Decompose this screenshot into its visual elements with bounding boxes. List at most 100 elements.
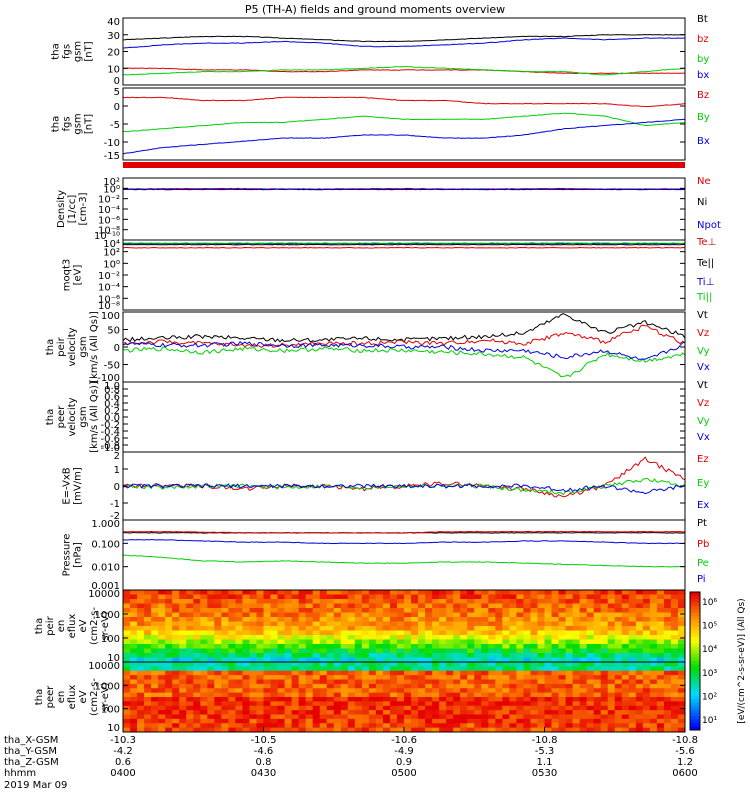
spectrogram-cell xyxy=(565,692,574,698)
spectrogram-cell xyxy=(411,630,419,636)
spectrogram-cell xyxy=(326,670,335,676)
spectrogram-cell xyxy=(488,666,496,672)
spectrogram-cell xyxy=(530,666,538,672)
spectrogram-cell xyxy=(123,666,131,672)
legend-label: By xyxy=(697,112,710,123)
colorbar-cell xyxy=(690,616,700,621)
spectrogram-cell xyxy=(663,612,672,618)
spectrogram-cell xyxy=(488,675,496,680)
spectrogram-cell xyxy=(354,675,363,680)
spectrogram-cell xyxy=(144,603,152,609)
spectrogram-cell xyxy=(488,723,496,729)
spectrogram-cell xyxy=(242,626,250,631)
spectrogram-cell xyxy=(558,718,566,724)
spectrogram-cell xyxy=(151,621,159,627)
spectrogram-cell xyxy=(481,626,489,631)
spectrogram-cell xyxy=(537,626,545,631)
spectrogram-cell xyxy=(446,594,454,600)
spectrogram-cell xyxy=(207,701,215,707)
spectrogram-cell xyxy=(242,718,250,724)
spectrogram-cell xyxy=(144,594,152,600)
spectrogram-cell xyxy=(579,630,588,636)
colorbar-cell xyxy=(690,640,700,645)
spectrogram-cell xyxy=(656,714,665,720)
spectrogram-cell xyxy=(333,718,342,724)
spectrogram-cell xyxy=(228,727,236,733)
spectrogram-cell xyxy=(628,644,637,649)
spectrogram-cell xyxy=(586,608,595,613)
spectrogram-cell xyxy=(298,688,307,694)
spectrogram-cell xyxy=(123,612,131,618)
spectrogram-cell xyxy=(277,603,285,609)
spectrogram-cell xyxy=(326,635,335,640)
spectrogram-cell xyxy=(635,688,644,694)
spectrogram-cell xyxy=(361,594,370,600)
y-axis-label: [cm-3] xyxy=(78,192,89,225)
spectrogram-cell xyxy=(523,688,531,694)
spectrogram-cell xyxy=(179,608,187,613)
spectrogram-cell xyxy=(291,617,300,622)
spectrogram-cell xyxy=(137,714,145,720)
spectrogram-cell xyxy=(586,662,595,667)
spectrogram-cell xyxy=(256,670,264,676)
spectrogram-cell xyxy=(333,688,342,694)
spectrogram-cell xyxy=(565,705,574,711)
spectrogram-cell xyxy=(200,630,208,636)
colorbar-cell xyxy=(690,657,700,662)
spectrogram-cell xyxy=(642,679,651,685)
spectrogram-cell xyxy=(368,621,377,627)
colorbar-cell xyxy=(690,723,700,728)
spectrogram-cell xyxy=(642,688,651,694)
y-tick-label: 10000 xyxy=(88,661,120,672)
spectrogram-cell xyxy=(347,603,356,609)
spectrogram-cell xyxy=(544,710,552,715)
spectrogram-cell xyxy=(572,670,581,676)
colorbar-cell xyxy=(690,719,700,724)
spectrogram-cell xyxy=(368,599,377,604)
spectrogram-cell xyxy=(123,662,131,667)
spectrogram-cell xyxy=(137,621,145,627)
spectrogram-cell xyxy=(495,705,503,711)
spectrogram-cell xyxy=(144,599,152,604)
colorbar-cell xyxy=(690,698,700,703)
spectrogram-cell xyxy=(677,648,686,654)
spectrogram-cell xyxy=(326,630,335,636)
spectrogram-cell xyxy=(544,670,552,676)
spectrogram-cell xyxy=(249,612,257,618)
y-tick-label: 10⁻² xyxy=(98,195,120,206)
spectrogram-cell xyxy=(354,648,363,654)
spectrogram-cell xyxy=(439,683,447,689)
spectrogram-cell xyxy=(656,644,665,649)
y-tick-label: 20 xyxy=(107,48,120,59)
spectrogram-cell xyxy=(432,714,440,720)
colorbar-cell xyxy=(690,726,700,731)
spectrogram-cell xyxy=(361,701,370,707)
spectrogram-cell xyxy=(432,590,440,595)
spectrogram-cell xyxy=(207,662,215,667)
spectrogram-cell xyxy=(446,626,454,631)
spectrogram-cell xyxy=(607,675,616,680)
spectrogram-cell xyxy=(214,639,222,645)
y-tick-label: 0 xyxy=(114,102,120,113)
spectrogram-cell xyxy=(509,603,517,609)
spectrogram-cell xyxy=(207,644,215,649)
spectrogram-cell xyxy=(368,718,377,724)
spectrogram-cell xyxy=(172,657,180,663)
spectrogram-cell xyxy=(432,635,440,640)
spectrogram-cell xyxy=(256,697,264,702)
spectrogram-cell xyxy=(340,599,349,604)
footer-row-label: tha_Z-GSM xyxy=(4,757,59,768)
spectrogram-cell xyxy=(256,683,264,689)
spectrogram-cell xyxy=(158,594,166,600)
spectrogram-cell xyxy=(277,608,285,613)
colorbar-cell xyxy=(690,623,700,627)
spectrogram-cell xyxy=(432,612,440,618)
spectrogram-cell xyxy=(214,599,222,604)
spectrogram-cell xyxy=(502,644,510,649)
spectrogram-cell xyxy=(607,657,616,663)
spectrogram-cell xyxy=(635,710,644,715)
spectrogram-cell xyxy=(565,688,574,694)
spectrogram-cell xyxy=(172,653,180,658)
spectrogram-cell xyxy=(165,697,173,702)
